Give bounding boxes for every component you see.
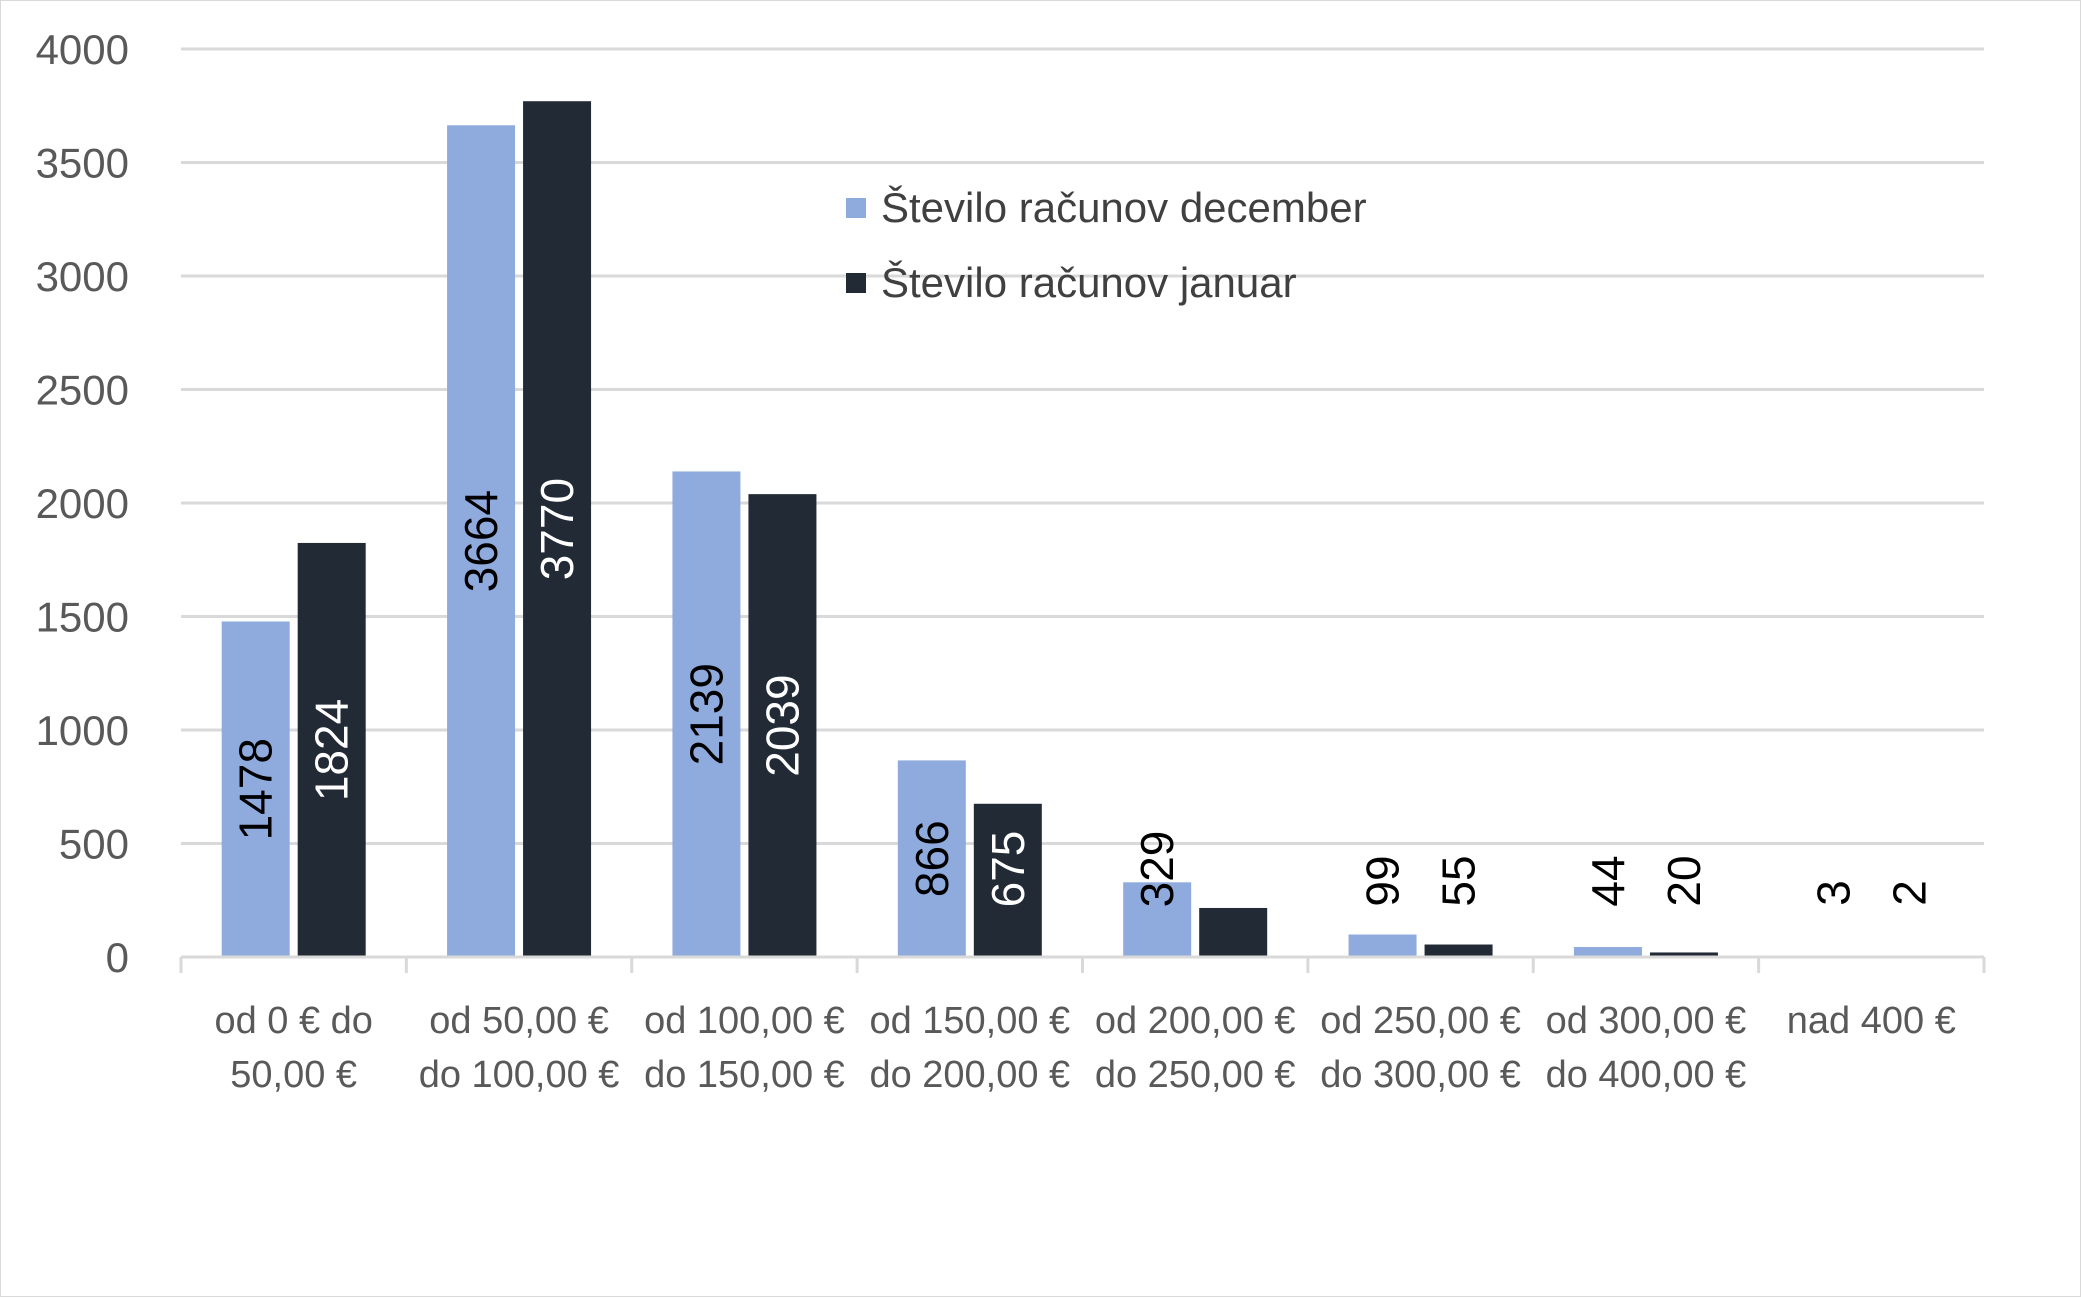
data-label: 866	[906, 820, 958, 897]
category-label: 50,00 €	[230, 1054, 357, 1096]
data-label: 99	[1357, 855, 1409, 906]
category-label: do 400,00 €	[1546, 1054, 1747, 1096]
bars	[221, 101, 1868, 958]
y-tick-label: 0	[106, 934, 129, 981]
y-tick-label: 3500	[36, 140, 129, 187]
data-label: 44	[1582, 855, 1634, 906]
category-label: od 0 € do	[214, 1000, 372, 1042]
y-tick-label: 2500	[36, 367, 129, 414]
bar-series-1	[672, 471, 741, 957]
category-label: do 250,00 €	[1095, 1054, 1296, 1096]
bar-series-1	[221, 621, 290, 957]
data-label: 3770	[531, 478, 583, 580]
data-label: 2	[1207, 880, 1259, 906]
bar-series-2	[1649, 952, 1718, 957]
category-labels: od 0 € do 50,00 € od 50,00 € do 100,00 € od …	[214, 1000, 1955, 1096]
y-tick-label: 3000	[36, 253, 129, 300]
legend-swatch	[846, 198, 866, 218]
category-label: od 200,00 €	[1095, 1000, 1296, 1042]
data-label: 20	[1658, 855, 1710, 906]
y-tick-label: 500	[59, 821, 129, 868]
data-label: 2139	[680, 663, 732, 765]
category-label: nad 400 €	[1787, 1000, 1956, 1042]
bar-series-1	[1573, 947, 1642, 957]
bar-series-2	[1199, 907, 1268, 957]
bar-series-2	[1424, 944, 1493, 957]
category-label: od 150,00 €	[869, 1000, 1070, 1042]
y-tick-label: 2000	[36, 480, 129, 527]
bar-series-1	[447, 125, 516, 958]
data-labels: 1478 3664 2139 866 329 99 44 3 1824 3770 2039 675 2 5…	[230, 478, 1936, 907]
category-label: od 300,00 €	[1546, 1000, 1747, 1042]
legend-swatch	[846, 273, 866, 293]
legend: Število računov december Število računov …	[846, 184, 1367, 306]
bar-series-2	[523, 101, 592, 957]
legend-entry: Število računov januar	[881, 259, 1297, 306]
x-axis	[179, 955, 1986, 973]
data-label: 329	[1131, 831, 1183, 908]
category-label: do 300,00 €	[1320, 1054, 1521, 1096]
y-tick-label: 4000	[36, 26, 129, 73]
y-tick-label: 1500	[36, 594, 129, 641]
category-label: od 250,00 €	[1320, 1000, 1521, 1042]
y-axis-ticks: 0 500 1000 1500 2000 2500 3000 3500 4000	[36, 26, 129, 981]
data-label: 675	[982, 831, 1034, 908]
category-label: do 150,00 €	[644, 1054, 845, 1096]
category-label: od 50,00 €	[429, 1000, 609, 1042]
bar-series-2	[748, 494, 817, 957]
data-label: 1824	[306, 699, 358, 801]
data-label: 2	[1883, 880, 1935, 906]
y-tick-label: 1000	[36, 707, 129, 754]
data-label: 55	[1433, 855, 1485, 906]
data-label: 3	[1807, 880, 1859, 906]
bar-series-1	[1348, 934, 1417, 957]
data-label: 3664	[455, 490, 507, 592]
category-label: do 100,00 €	[419, 1054, 620, 1096]
bar-series-1	[897, 760, 966, 957]
legend-entry: Število računov december	[881, 184, 1367, 231]
category-label: do 200,00 €	[869, 1054, 1070, 1096]
data-label: 2039	[756, 674, 808, 776]
data-label: 1478	[230, 738, 282, 840]
bar-series-2	[297, 542, 366, 957]
bar-series-1	[1123, 882, 1192, 957]
bar-series-2	[973, 803, 1042, 957]
category-label: od 100,00 €	[644, 1000, 845, 1042]
